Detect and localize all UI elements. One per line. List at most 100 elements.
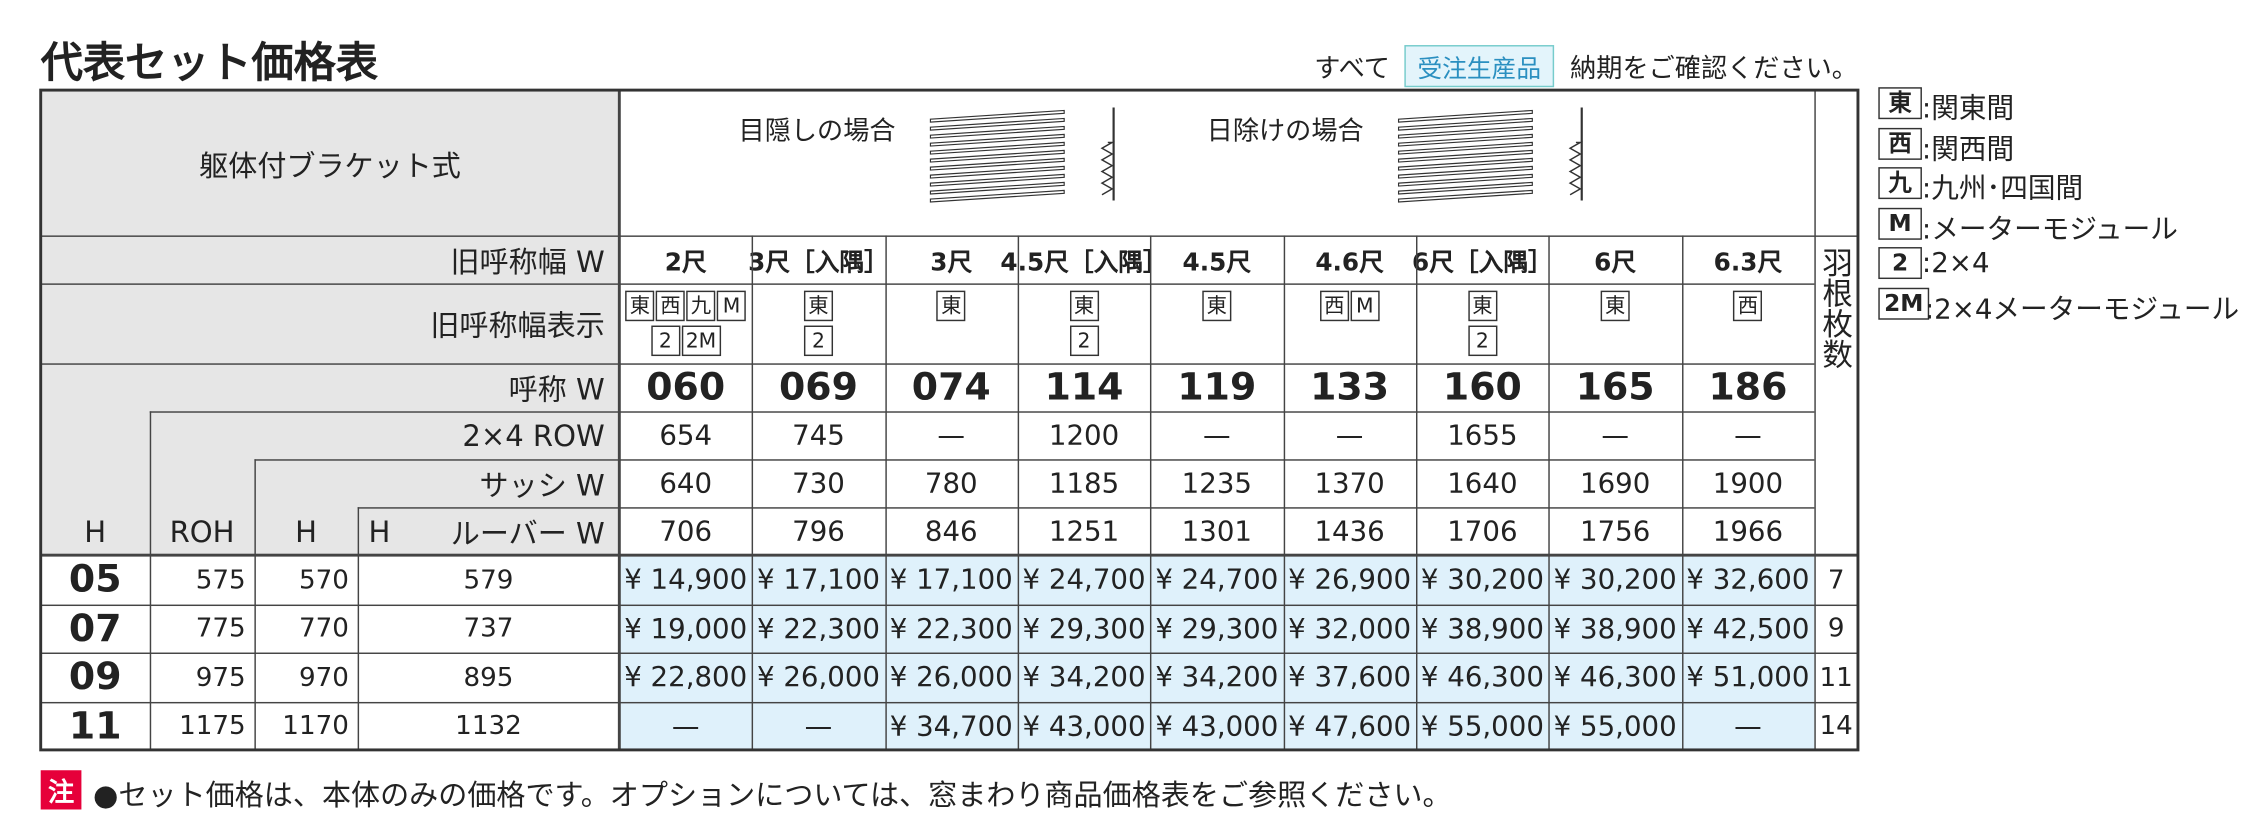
height: 970	[298, 661, 349, 693]
fins: 11	[1819, 661, 1853, 693]
price: ¥ 17,100	[756, 563, 880, 596]
legend-key: 東	[1878, 87, 1922, 120]
rule	[357, 507, 1815, 509]
price: ¥ 46,300	[1420, 661, 1544, 694]
legend-text: :メーターモジュール	[1921, 212, 2178, 245]
size-name: 119	[1177, 365, 1257, 410]
louver-height: 579	[463, 564, 514, 596]
badge-row: 東	[1018, 290, 1151, 323]
height: 1170	[282, 710, 349, 742]
badge-row: 東	[1549, 290, 1682, 323]
sash-width: 1690	[1580, 467, 1651, 500]
price: —	[1734, 709, 1762, 742]
rule	[40, 235, 1858, 237]
footnote-badge: 注	[40, 770, 82, 810]
badge: 東	[1600, 290, 1630, 322]
price: ¥ 43,000	[1022, 709, 1146, 742]
badge-row: 東	[1416, 290, 1549, 323]
badge: 西	[1319, 290, 1349, 322]
louver-height: 1132	[455, 710, 522, 742]
price: ¥ 32,000	[1288, 612, 1412, 645]
old-width: 6尺	[1594, 248, 1637, 278]
rule	[254, 459, 256, 750]
note: 納期をご確認ください。	[1570, 53, 1858, 85]
corner-label: H	[295, 513, 317, 549]
rule	[752, 235, 754, 750]
badge: 東	[1467, 290, 1497, 322]
price: ¥ 43,000	[1155, 709, 1279, 742]
rule	[40, 363, 1815, 365]
legend-text: :2×4	[1921, 247, 1990, 280]
price: —	[804, 709, 833, 742]
price: ¥ 37,600	[1288, 661, 1412, 694]
price: ¥ 34,700	[889, 709, 1013, 742]
rule	[617, 90, 621, 750]
rule	[149, 411, 152, 750]
price: ¥ 38,900	[1553, 612, 1677, 645]
badge-row: 東	[885, 290, 1018, 323]
rule	[149, 411, 1815, 413]
rule	[884, 235, 887, 750]
old-width: 3尺	[930, 248, 973, 278]
size-name: 186	[1708, 365, 1788, 410]
legend-key: 西	[1878, 127, 1922, 160]
old-width: 6尺［入隅］	[1412, 248, 1553, 278]
sash-width: 1640	[1447, 467, 1518, 500]
roh: 1175	[179, 710, 246, 742]
price: ¥ 19,000	[624, 612, 748, 645]
roh: 575	[195, 564, 246, 596]
old-width: 4.6尺	[1315, 248, 1384, 278]
badge: 東	[1069, 290, 1099, 322]
louver-width: 846	[924, 515, 978, 548]
height-code: 05	[68, 558, 122, 602]
price: ¥ 55,000	[1553, 709, 1677, 742]
badge: 2	[1069, 325, 1099, 357]
legend-key: 2M	[1878, 287, 1930, 319]
old-width: 4.5尺［入隅］	[1000, 248, 1168, 278]
legend-key: M	[1878, 207, 1922, 240]
louver-height: 895	[463, 661, 514, 693]
louver-width: 1251	[1048, 515, 1120, 548]
height-code: 11	[68, 704, 122, 748]
size-name: 069	[779, 365, 858, 410]
rule	[1814, 90, 1816, 750]
price: ¥ 34,200	[1022, 661, 1146, 694]
rule	[254, 459, 1815, 461]
row-2x4: 745	[792, 419, 845, 452]
price: ¥ 14,900	[624, 563, 748, 596]
footnote: ●セット価格は、本体のみの価格です。オプションについては、窓まわり商品価格表をご…	[93, 777, 1452, 813]
price: ¥ 29,300	[1022, 612, 1146, 645]
badge: 西	[1733, 290, 1763, 322]
price: ¥ 46,300	[1553, 661, 1677, 694]
sash-width: 1185	[1048, 467, 1120, 500]
badge: 東	[625, 290, 655, 322]
size-name: 133	[1310, 365, 1390, 410]
badge: M	[716, 290, 747, 322]
badge: 東	[936, 290, 966, 322]
rule	[1681, 235, 1684, 750]
roh: 975	[195, 661, 246, 693]
legend-text: :関東間	[1921, 93, 2015, 125]
bracket-label: 躯体付ブラケット式	[199, 147, 461, 183]
sash-width: 1900	[1712, 467, 1784, 500]
legend-text: :九州･四国間	[1921, 172, 2084, 205]
badge: 西	[655, 290, 685, 322]
badge-row: 2	[1018, 325, 1151, 358]
price: ¥ 47,600	[1288, 709, 1412, 742]
price: ¥ 22,300	[889, 612, 1013, 645]
badge: 東	[803, 290, 834, 322]
price: ¥ 24,700	[1155, 563, 1279, 596]
header-bg	[40, 90, 620, 556]
price: ¥ 24,700	[1022, 563, 1146, 596]
badge-row: 2 2M	[619, 325, 752, 358]
badge-row: 東	[1150, 290, 1283, 323]
blind-icon	[1397, 107, 1584, 203]
row-2x4: 1655	[1447, 419, 1518, 452]
rule	[1416, 235, 1418, 750]
title: 代表セット価格表	[40, 37, 379, 88]
row-label: 2×4 ROW	[462, 417, 605, 453]
roh: 775	[195, 613, 246, 644]
price: ¥ 51,000	[1686, 661, 1810, 694]
row-2x4: 654	[659, 419, 713, 452]
